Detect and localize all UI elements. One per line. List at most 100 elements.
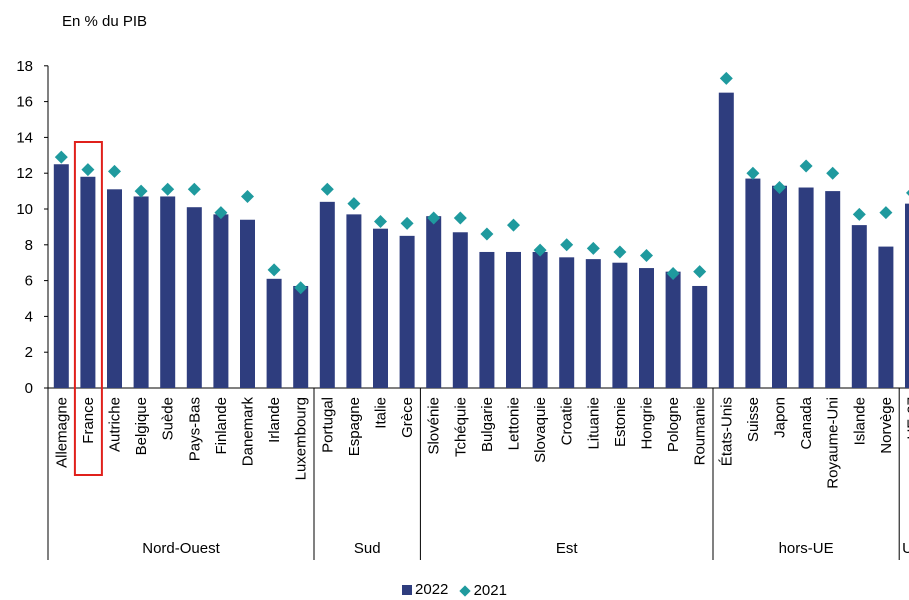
bar-Autriche — [107, 189, 122, 388]
marker-Lettonie — [507, 218, 520, 232]
x-tick-label: Lituanie — [585, 397, 602, 450]
marker-Luxembourg — [294, 281, 308, 295]
bar-Pologne — [665, 271, 681, 388]
bar-Finlande — [213, 214, 229, 388]
bar-Lituanie — [585, 259, 601, 388]
bar-UE-27 — [905, 203, 909, 388]
marker-UE-27 — [906, 189, 909, 196]
marker-Belgique — [134, 184, 148, 198]
x-tick-label: Italie — [373, 397, 390, 429]
group-label: Sud — [354, 540, 381, 557]
y-tick-label: 18 — [16, 58, 33, 75]
y-tick-label: 12 — [16, 165, 33, 182]
x-tick-label: Belgique — [133, 397, 150, 455]
legend: 2022 2021 — [0, 581, 909, 599]
bar-Slovénie — [426, 216, 442, 388]
bar-Japon — [772, 185, 787, 388]
group-label: Est — [556, 540, 579, 557]
x-tick-label: Canada — [798, 396, 815, 449]
y-tick-label: 0 — [25, 380, 33, 397]
x-tick-label: France — [80, 397, 97, 444]
bar-Danemark — [240, 219, 255, 388]
x-tick-label: Lettonie — [506, 397, 523, 450]
bar-Suisse — [745, 178, 761, 388]
marker-Roumanie — [693, 265, 707, 279]
y-tick-label: 6 — [25, 273, 33, 290]
x-tick-label: Danemark — [240, 397, 257, 467]
marker-Croatie — [560, 238, 574, 252]
x-tick-label: Suisse — [745, 397, 762, 442]
y-tick-label: 4 — [25, 308, 33, 325]
x-tick-label: Autriche — [107, 397, 124, 452]
x-tick-label: Islande — [851, 397, 868, 445]
legend-swatch-bar — [402, 584, 413, 595]
bar-Hongrie — [639, 268, 654, 388]
marker-Islande — [852, 207, 866, 221]
x-tick-label: Norvège — [878, 397, 895, 454]
x-tick-label: Pologne — [665, 397, 682, 452]
marker-Italie — [374, 215, 387, 229]
bar-Royaume-Uni — [825, 191, 841, 388]
y-tick-label: 14 — [16, 129, 33, 146]
marker-États-Unis — [719, 71, 733, 85]
bar-Bulgarie — [479, 251, 495, 388]
marker-Portugal — [320, 182, 334, 196]
bar-Slovaquie — [532, 251, 548, 388]
marker-Slovénie — [427, 211, 441, 225]
legend-item-2022: 2022 — [402, 581, 448, 598]
marker-Autriche — [108, 164, 121, 178]
bar-États-Unis — [718, 92, 734, 389]
marker-Pays-Bas — [187, 182, 201, 196]
x-tick-label: Croatie — [559, 397, 576, 445]
x-tick-label: États-Unis — [718, 397, 735, 466]
marker-Estonie — [613, 245, 627, 259]
x-tick-label: Pays-Bas — [186, 397, 203, 461]
legend-label-2022: 2022 — [415, 581, 449, 598]
x-tick-label: Allemagne — [53, 397, 70, 468]
bar-Pays-Bas — [186, 207, 202, 388]
group-label: UE — [902, 540, 909, 557]
bar-Allemagne — [53, 164, 69, 388]
group-label: Nord-Ouest — [142, 540, 220, 557]
marker-Allemagne — [54, 150, 68, 164]
bar-Croatie — [559, 257, 575, 388]
x-tick-label: Estonie — [612, 397, 629, 447]
y-tick-label: 2 — [25, 344, 33, 361]
marker-Norvège — [879, 206, 893, 220]
x-tick-label: Tchéquie — [452, 397, 469, 457]
marker-Slovaquie — [533, 243, 547, 257]
x-tick-label: Japon — [772, 397, 789, 438]
x-tick-label: Bulgarie — [479, 397, 496, 452]
marker-Danemark — [241, 189, 254, 203]
x-tick-label: Slovénie — [426, 397, 443, 455]
x-tick-label: Royaume-Uni — [825, 397, 842, 489]
bar-Grèce — [399, 235, 415, 388]
marker-Suède — [161, 182, 175, 196]
marker-Canada — [799, 159, 813, 173]
x-tick-label: Luxembourg — [293, 397, 310, 480]
y-tick-label: 8 — [25, 237, 33, 254]
bar-France — [80, 176, 96, 388]
legend-swatch-diamond — [458, 584, 471, 597]
x-tick-label: Espagne — [346, 397, 363, 456]
x-tick-label: Finlande — [213, 397, 230, 455]
legend-item-2021: 2021 — [457, 582, 507, 599]
bar-Islande — [851, 225, 867, 388]
marker-Suisse — [746, 166, 760, 180]
marker-Tchéquie — [453, 211, 467, 225]
x-tick-label: UE-27 — [905, 397, 909, 440]
y-axis-unit-label: En % du PIB — [62, 13, 148, 30]
marker-Finlande — [214, 206, 228, 220]
marker-Espagne — [347, 197, 361, 211]
bar-Luxembourg — [293, 285, 309, 388]
marker-Bulgarie — [480, 227, 494, 241]
x-tick-label: Roumanie — [692, 397, 709, 465]
bar-Estonie — [612, 262, 628, 388]
marker-Royaume-Uni — [826, 166, 840, 180]
marker-Pologne — [666, 266, 680, 280]
bar-Portugal — [319, 201, 335, 388]
marker-Grèce — [400, 216, 414, 230]
bar-Lettonie — [506, 251, 521, 388]
marker-France — [81, 163, 95, 177]
